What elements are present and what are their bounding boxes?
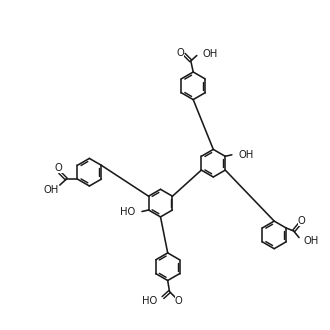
Text: HO: HO [120,207,135,217]
Text: OH: OH [43,184,58,195]
Text: HO: HO [142,296,157,306]
Text: O: O [175,296,182,306]
Text: OH: OH [303,236,318,246]
Text: O: O [298,216,305,226]
Text: O: O [55,163,63,173]
Text: O: O [177,48,184,58]
Text: OH: OH [239,149,254,159]
Text: OH: OH [203,49,218,59]
